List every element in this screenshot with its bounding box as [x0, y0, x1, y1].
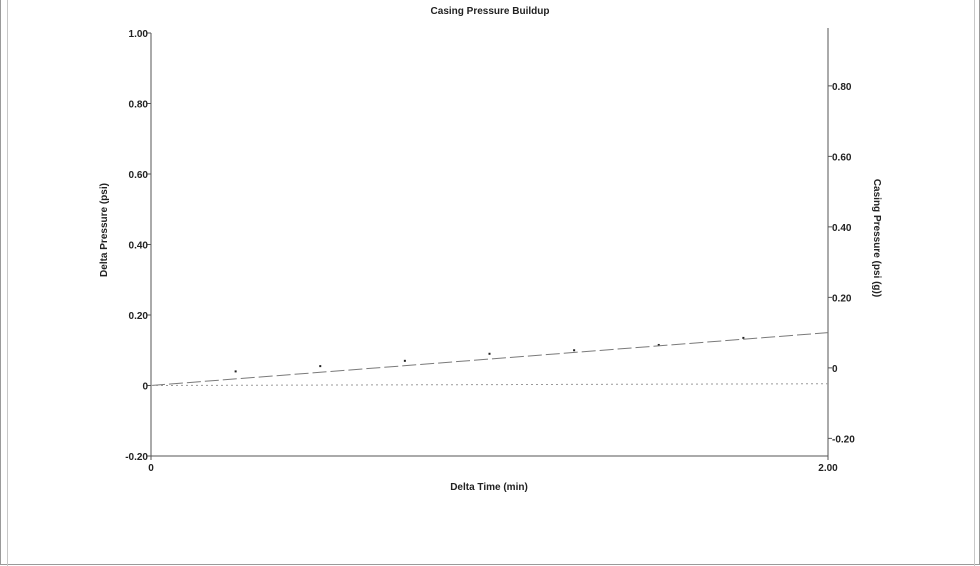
y-tick-label: 0.40	[129, 241, 149, 252]
y2-axis-label: Casing Pressure (psi (g))	[871, 179, 882, 297]
data-point	[488, 352, 491, 355]
y-tick-label: 0.20	[129, 311, 149, 322]
y2-tick-label: 0	[832, 364, 838, 375]
x-axis-label: Delta Time (min)	[450, 482, 528, 493]
y-tick-label: 0.80	[129, 100, 149, 111]
chart-marks: -0.2000.200.400.600.801.00-0.2000.200.40…	[125, 29, 855, 474]
x-tick-label: 2.00	[818, 463, 838, 474]
y2-tick-label: 0.80	[832, 82, 852, 93]
y2-tick-label: 0.60	[832, 152, 852, 163]
y-tick-label: 0.60	[129, 170, 149, 181]
y-tick-label: -0.20	[125, 452, 148, 463]
y2-tick-label: 0.40	[832, 223, 852, 234]
data-point	[573, 349, 576, 352]
data-point	[319, 365, 322, 368]
y-tick-label: 1.00	[129, 29, 149, 40]
trend-line	[150, 332, 829, 386]
y-axis-label: Delta Pressure (psi)	[99, 183, 110, 277]
chart-panel	[7, 0, 975, 566]
x-tick-label: 0	[148, 463, 154, 474]
chart-title: Casing Pressure Buildup	[431, 6, 550, 17]
baseline-line	[150, 383, 829, 386]
data-point	[234, 370, 237, 373]
data-point	[657, 343, 660, 346]
y-tick-label: 0	[142, 382, 148, 393]
y2-tick-label: -0.20	[832, 434, 855, 445]
data-point	[742, 336, 745, 339]
y2-tick-label: 0.20	[832, 293, 852, 304]
data-point	[403, 359, 406, 362]
